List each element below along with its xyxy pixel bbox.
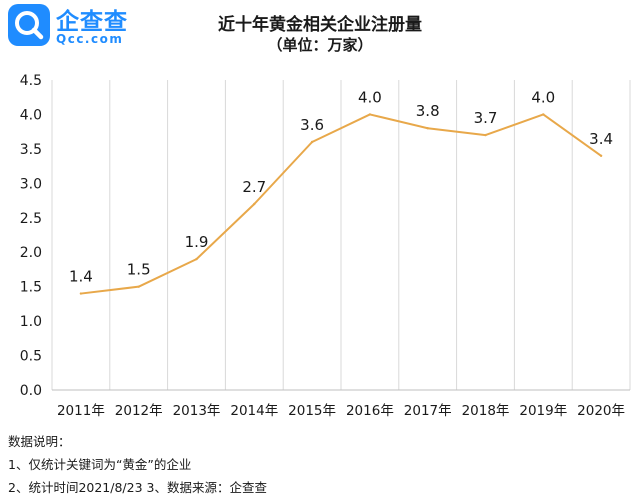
data-point [599,154,603,157]
notes-line-1: 1、仅统计关键词为“黄金”的企业 [8,457,192,472]
data-label: 4.0 [531,88,555,106]
x-tick-label: 2017年 [404,403,452,419]
data-point [542,113,545,116]
logo-name: 企查查 [56,9,128,35]
data-point [368,113,372,116]
series-line [79,113,603,295]
x-tick-label: 2012年 [115,403,163,419]
x-tick-label: 2011年 [57,403,105,419]
x-tick-label: 2014年 [230,403,278,419]
y-tick-label: 2.0 [20,245,42,261]
y-tick-label: 3.5 [20,142,42,158]
data-point [137,285,140,288]
data-label: 3.8 [416,102,440,120]
data-notes: 数据说明： 1、仅统计关键词为“黄金”的企业 2、统计时间2021/8/23 3… [8,430,267,499]
x-tick-label: 2016年 [346,403,394,419]
data-point [195,257,198,261]
data-label: 4.0 [358,88,382,106]
logo-domain: Qcc.com [56,32,124,46]
data-point [310,140,314,144]
data-label: 1.5 [127,261,151,279]
data-label: 2.7 [242,178,266,196]
y-tick-label: 0.0 [20,383,42,399]
data-label: 1.9 [185,233,209,251]
data-point [484,133,487,137]
notes-line-2: 2、统计时间2021/8/23 3、数据来源：企查查 [8,480,267,495]
y-tick-label: 2.5 [20,211,42,227]
chart-title: 近十年黄金相关企业注册量 [218,15,422,35]
logo-magnifier-icon [8,4,50,46]
x-tick-label: 2019年 [519,403,567,419]
x-tick-label: 2018年 [462,403,510,419]
data-label: 3.4 [589,130,613,148]
y-tick-label: 1.5 [20,280,42,296]
y-tick-label: 1.0 [20,314,42,330]
x-tick-label: 2015年 [288,403,336,419]
data-label: 3.7 [474,109,498,127]
y-tick-label: 3.0 [20,176,42,192]
y-tick-label: 0.5 [20,349,42,365]
data-point [253,202,256,206]
data-point [426,127,429,130]
y-tick-label: 4.5 [20,73,42,89]
notes-heading: 数据说明： [8,434,71,449]
x-tick-label: 2020年 [577,403,625,419]
data-label: 3.6 [300,116,324,134]
data-point [79,292,83,295]
line-chart: 0.0 0.5 1.0 1.5 2.0 2.5 3.0 3.5 4.0 4.5 2011年 2012年… [20,73,631,419]
data-label: 1.4 [69,268,93,286]
qcc-logo: 企查查 Qcc.com [8,4,148,50]
x-tick-label: 2013年 [173,403,221,419]
chart-subtitle: （单位：万家） [267,36,373,54]
y-tick-label: 4.0 [20,107,42,123]
